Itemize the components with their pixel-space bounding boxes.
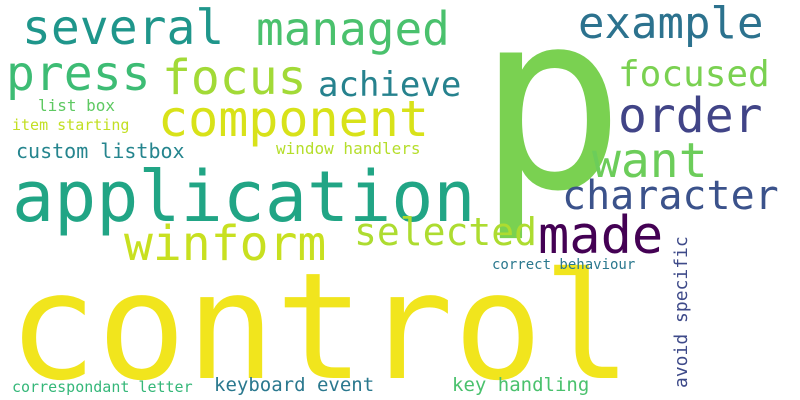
word-example: example xyxy=(578,2,763,46)
word-correct-behaviour: correct behaviour xyxy=(492,258,635,272)
word-item-starting: item starting xyxy=(12,118,129,133)
word-custom-listbox: custom listbox xyxy=(16,141,185,161)
word-managed: managed xyxy=(256,6,450,52)
word-made: made xyxy=(538,210,663,262)
word-several: several xyxy=(22,4,224,52)
word-winform: winform xyxy=(124,220,326,268)
word-window-handlers: window handlers xyxy=(276,141,421,157)
word-key-handling: key handling xyxy=(452,376,589,395)
word-correspondant-letter: correspondant letter xyxy=(12,380,193,395)
word-selected: selected xyxy=(354,213,537,251)
word-press: press xyxy=(6,50,151,98)
word-avoid-specific: avoid specific xyxy=(673,236,691,388)
word-list-box: list box xyxy=(38,98,115,114)
word-keyboard-event: keyboard event xyxy=(214,376,374,395)
word-component: component xyxy=(158,94,429,144)
